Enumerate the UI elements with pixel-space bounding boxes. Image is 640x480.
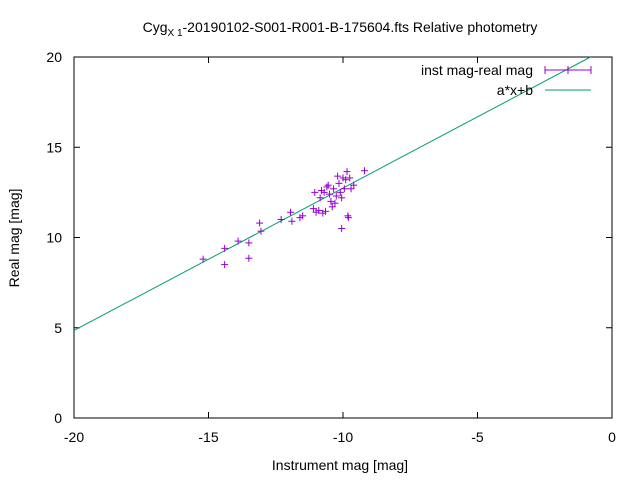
- data-point: [299, 212, 307, 220]
- data-point: [331, 199, 339, 207]
- x-tick-label: -20: [64, 429, 84, 445]
- data-point: [309, 205, 317, 213]
- data-point: [343, 168, 351, 176]
- data-point: [344, 214, 352, 222]
- x-tick-label: -5: [471, 429, 484, 445]
- data-point: [344, 212, 352, 220]
- y-tick-label: 15: [46, 139, 62, 155]
- data-point: [346, 174, 354, 182]
- y-tick-label: 20: [46, 49, 62, 65]
- x-tick-label: 0: [608, 429, 616, 445]
- data-point: [322, 207, 330, 215]
- x-tick-label: -15: [198, 429, 218, 445]
- data-point: [245, 254, 253, 262]
- data-point: [256, 219, 264, 227]
- data-point: [332, 192, 340, 200]
- data-point: [361, 167, 369, 175]
- data-point: [330, 185, 338, 193]
- data-point: [347, 185, 355, 193]
- chart-title-rest: -20190102-S001-R001-B-175604.fts Relativ…: [183, 19, 538, 35]
- data-point: [336, 188, 344, 196]
- data-point: [324, 181, 332, 189]
- data-point: [221, 261, 229, 269]
- data-point: [199, 255, 207, 263]
- data-point: [342, 176, 350, 184]
- data-point: [315, 206, 323, 214]
- data-point: [350, 181, 358, 189]
- chart-title-main: Cyg: [143, 19, 168, 35]
- data-point: [335, 179, 343, 187]
- data-point: [288, 217, 296, 225]
- y-tick-label: 10: [46, 230, 62, 246]
- x-tick-label: -10: [333, 429, 353, 445]
- data-point: [340, 185, 348, 193]
- data-point: [234, 237, 242, 245]
- data-point: [327, 197, 335, 205]
- y-axis-ticks: 0 5 10 15 20: [46, 49, 612, 426]
- legend-errorbar-sample: [544, 66, 592, 74]
- data-point: [287, 208, 295, 216]
- legend: inst mag-real mag a*x+b: [421, 62, 592, 98]
- y-tick-label: 0: [54, 410, 62, 426]
- chart-title: CygX 1-20190102-S001-R001-B-175604.fts R…: [143, 19, 538, 39]
- y-axis-label: Real mag [mag]: [6, 189, 22, 288]
- y-tick-label: 5: [54, 320, 62, 336]
- x-axis-label: Instrument mag [mag]: [272, 457, 408, 473]
- legend-label-points: inst mag-real mag: [421, 62, 533, 78]
- data-point: [221, 244, 229, 252]
- data-point: [245, 239, 253, 247]
- data-point: [338, 194, 346, 202]
- data-point: [334, 172, 342, 180]
- plot-frame: [73, 56, 613, 419]
- x-axis-ticks: -20 -15 -10 -5 0: [64, 57, 616, 445]
- data-point: [316, 194, 324, 202]
- data-point: [320, 188, 328, 196]
- data-point: [257, 227, 265, 235]
- chart-title-subscript: X 1: [168, 28, 183, 39]
- data-point: [277, 215, 285, 223]
- data-point-series: [199, 167, 369, 269]
- data-point: [338, 224, 346, 232]
- data-point: [328, 203, 336, 211]
- data-point: [323, 183, 331, 191]
- data-point: [326, 190, 334, 198]
- legend-label-fit: a*x+b: [497, 82, 533, 98]
- data-point: [311, 188, 319, 196]
